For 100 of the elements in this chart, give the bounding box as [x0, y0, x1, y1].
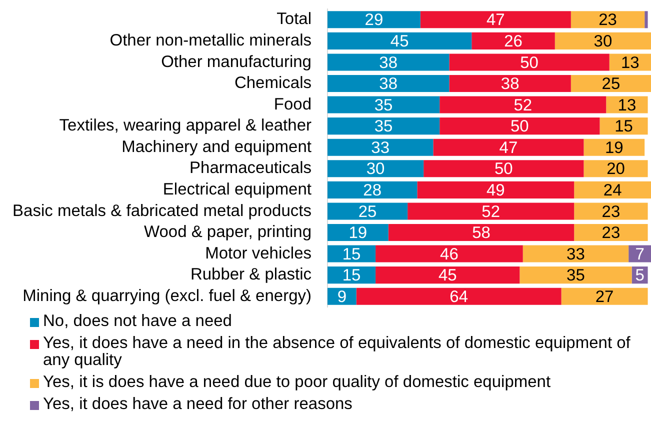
data-label: 45	[438, 266, 457, 285]
y-tick-label: Total	[276, 10, 312, 28]
data-label: 27	[595, 288, 614, 306]
data-label: 26	[504, 32, 522, 50]
y-tick-label: Other manufacturing	[161, 52, 312, 71]
y-tick-label: Food	[274, 95, 312, 114]
data-label: 5	[635, 266, 644, 285]
data-label: 38	[379, 75, 398, 94]
y-tick-label: Chemicals	[234, 74, 312, 92]
bar	[522, 245, 629, 262]
data-label: 58	[472, 224, 490, 242]
bar	[376, 266, 520, 284]
data-label: 9	[337, 288, 347, 306]
data-label: 19	[604, 138, 624, 157]
data-label: 47	[486, 11, 505, 30]
bar	[420, 11, 571, 28]
bar	[561, 288, 648, 305]
bar	[628, 245, 651, 262]
y-tick-label: Electrical equipment	[162, 180, 312, 198]
bar	[449, 54, 610, 71]
data-label: 25	[602, 75, 620, 94]
bar	[328, 160, 424, 178]
data-label: 46	[440, 245, 458, 264]
data-label: 28	[363, 181, 382, 200]
data-label: 38	[500, 75, 520, 94]
data-label: 33	[371, 138, 390, 157]
data-label: 50	[520, 54, 538, 72]
y-tick-label: Wood & paper, printing	[144, 223, 312, 242]
data-label: 23	[602, 202, 620, 221]
bar	[574, 202, 648, 220]
y-tick-label: Mining & quarrying (excl. fuel & energy)	[22, 286, 312, 305]
y-tick-label: Textiles, wearing apparel & leather	[59, 116, 312, 135]
bar	[376, 245, 523, 262]
bar	[449, 74, 571, 92]
data-label: 24	[603, 181, 622, 200]
bar	[584, 160, 648, 178]
bar	[328, 11, 420, 28]
data-label: 15	[614, 118, 633, 136]
y-tick-label: Rubber & plastic	[190, 266, 312, 284]
data-label: 49	[486, 181, 505, 200]
data-label: 47	[499, 138, 518, 157]
bar	[328, 96, 440, 114]
bar	[328, 118, 440, 135]
legend-label: Yes, it is does have a need due to poor quality of domestic equipment	[43, 373, 551, 391]
data-label: 50	[494, 160, 513, 178]
data-label: 30	[594, 32, 612, 50]
data-label: 30	[366, 160, 385, 178]
bar	[328, 74, 450, 92]
bar	[433, 138, 584, 156]
data-label: 15	[342, 245, 361, 264]
bar	[440, 96, 606, 114]
bar	[440, 118, 600, 135]
bar	[328, 202, 408, 220]
bar	[424, 160, 584, 178]
data-label: 50	[510, 118, 529, 136]
data-label: 15	[342, 266, 361, 285]
data-label: 52	[482, 202, 500, 221]
data-label: 64	[450, 288, 468, 306]
legend-label: Yes, it does have a need in the absence of equivalents of domestic equipment of any quality	[43, 334, 632, 369]
bar	[584, 138, 645, 156]
bar	[644, 11, 648, 28]
bar	[388, 224, 574, 242]
bar	[356, 288, 562, 305]
data-label: 45	[390, 32, 409, 50]
data-label: 20	[606, 160, 625, 178]
data-label: 25	[358, 202, 377, 221]
bar	[328, 32, 472, 50]
bar	[328, 54, 450, 71]
legend-label: No, does not have a need	[43, 312, 232, 330]
data-label: 13	[621, 54, 640, 72]
bar	[554, 32, 651, 50]
bar	[328, 181, 418, 198]
bar	[570, 74, 651, 92]
bar	[328, 138, 434, 156]
y-tick-label: Basic metals & fabricated metal products	[12, 202, 312, 220]
y-tick-label: Machinery and equipment	[122, 138, 312, 156]
data-label: 23	[602, 224, 620, 242]
bar	[570, 11, 645, 28]
bar	[328, 224, 388, 242]
data-label: 13	[618, 96, 636, 114]
bar	[520, 266, 632, 284]
data-label: 52	[514, 96, 532, 114]
y-tick-label: Other non-metallic minerals	[110, 31, 312, 50]
legend-label: Yes, it does have a need for other reasons	[43, 395, 352, 413]
bar	[574, 224, 648, 242]
data-label: 19	[348, 224, 368, 242]
data-label: 23	[598, 11, 617, 30]
data-label: 38	[379, 54, 398, 72]
data-label: 35	[374, 96, 393, 114]
bar	[472, 32, 555, 50]
y-tick-label: Pharmaceuticals	[190, 159, 312, 178]
data-label: 29	[364, 11, 384, 30]
bar	[408, 202, 574, 220]
y-tick-label: Motor vehicles	[205, 244, 312, 262]
bar	[574, 181, 651, 198]
data-label: 35	[374, 118, 393, 136]
data-label: 7	[635, 245, 644, 264]
bar	[417, 181, 574, 198]
data-label: 35	[566, 266, 585, 285]
data-label: 33	[566, 245, 585, 264]
